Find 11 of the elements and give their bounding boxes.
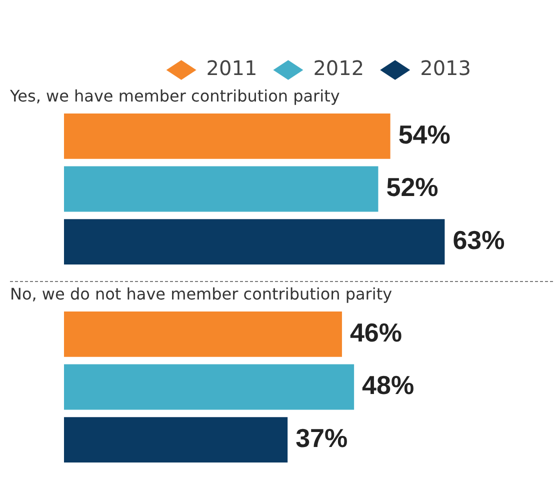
data-label: 46% [350,317,402,348]
data-label: 54% [398,119,450,150]
legend-label: 2012 [313,56,364,80]
data-label: 37% [296,422,348,453]
y-tick-label: Yes, we have member contribution parity [9,86,340,106]
data-label: 48% [362,370,414,400]
data-label: 63% [452,224,505,255]
data-label: 52% [386,172,438,202]
y-tick-label: No, we do not have member contribution parity [10,284,392,304]
legend-label: 2011 [206,56,258,80]
legend-label: 2013 [420,56,472,80]
